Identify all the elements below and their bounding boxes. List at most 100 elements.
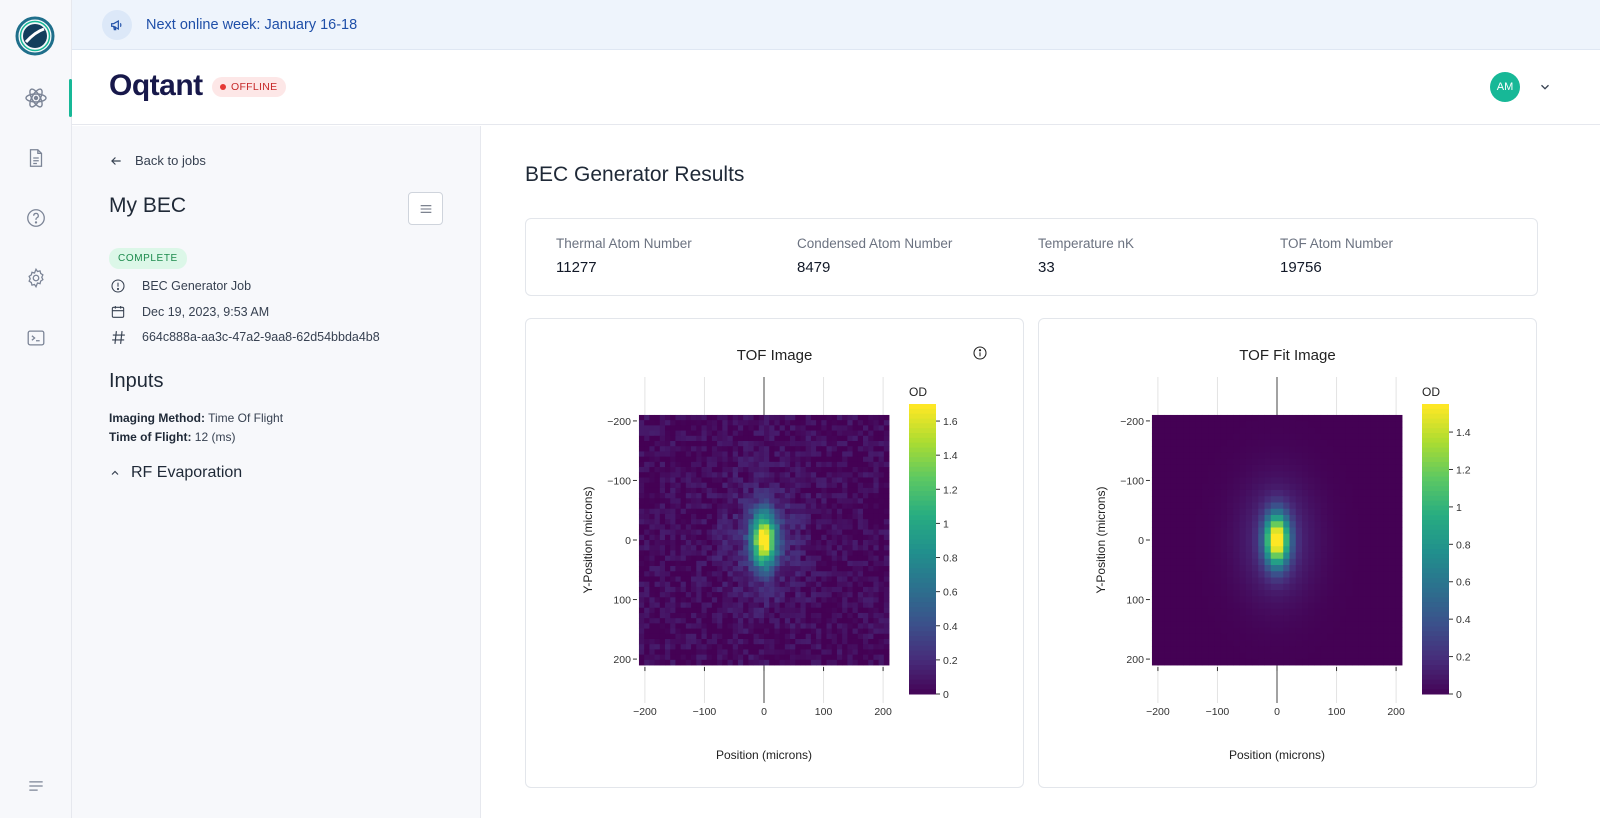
heatmap-cell	[1226, 496, 1234, 503]
heatmap-cell	[1358, 514, 1365, 522]
heatmap-cell	[1302, 640, 1309, 647]
heatmap-cell	[1395, 514, 1403, 522]
heatmap-cell	[748, 586, 754, 593]
atom-icon[interactable]	[24, 86, 48, 110]
heatmap-cell	[1208, 646, 1215, 653]
heatmap-cell	[857, 435, 864, 442]
heatmap-cell	[847, 545, 853, 551]
heatmap-cell	[1258, 640, 1265, 647]
heatmap-cell	[717, 566, 723, 572]
document-icon[interactable]	[24, 146, 48, 170]
job-id[interactable]: 664c888a-aa3c-47a2-9aa8-62d54bbda4b8	[142, 330, 380, 344]
heatmap-cell	[1264, 540, 1272, 547]
heatmap-cell	[680, 659, 687, 666]
collapse-menu-icon[interactable]	[24, 774, 48, 798]
colorbar-segment	[1422, 442, 1449, 448]
heatmap-cell	[675, 425, 682, 431]
heatmap-cell	[1295, 621, 1303, 628]
user-avatar[interactable]: AM	[1490, 72, 1520, 102]
heatmap-cell	[1320, 565, 1328, 572]
heatmap-cell	[659, 581, 666, 588]
heatmap-cell	[1333, 608, 1340, 616]
heatmap-cell	[857, 566, 864, 572]
heatmap-cell	[706, 487, 713, 494]
heatmap-cell	[1183, 452, 1190, 460]
heatmap-cell	[821, 618, 827, 624]
heatmap-cell	[1283, 439, 1290, 447]
heatmap-cell	[675, 644, 682, 650]
heatmap-cell	[821, 555, 827, 562]
heatmap-cell	[758, 623, 765, 629]
heatmap-cell	[1201, 471, 1209, 478]
heatmap-cell	[1327, 521, 1334, 528]
heatmap-cell	[1302, 508, 1309, 516]
job-menu-button[interactable]	[408, 192, 443, 225]
heatmap-cell	[737, 623, 744, 629]
heatmap-cell	[831, 659, 838, 666]
info-icon[interactable]	[972, 345, 988, 361]
heatmap-cell	[717, 618, 723, 624]
heatmap-cell	[816, 472, 822, 478]
heatmap-cell	[1251, 458, 1259, 466]
heatmap-cell	[711, 425, 718, 431]
heatmap-cell	[1251, 540, 1259, 547]
app-logo-icon[interactable]	[15, 16, 55, 56]
heatmap-cell	[1258, 571, 1265, 578]
help-icon[interactable]	[24, 206, 48, 230]
heatmap-cell	[670, 560, 676, 567]
heatmap-cell	[732, 654, 739, 661]
heatmap-cell	[727, 472, 734, 478]
heatmap-cell	[1352, 640, 1359, 647]
heatmap-cell	[1220, 658, 1228, 666]
colorbar-tick-label: 0.2	[1456, 652, 1471, 664]
heatmap-cell	[706, 628, 713, 635]
heatmap-cell	[1314, 446, 1322, 453]
heatmap-cell	[831, 529, 838, 536]
heatmap-cell	[1239, 458, 1247, 466]
heatmap-cell	[722, 659, 728, 666]
back-to-jobs-link[interactable]: Back to jobs	[109, 153, 206, 168]
heatmap-cell	[1258, 583, 1265, 591]
heatmap-cell	[883, 498, 890, 504]
heatmap-cell	[696, 566, 702, 572]
heatmap-cell	[748, 456, 754, 463]
settings-icon[interactable]	[24, 266, 48, 290]
heatmap-cell	[670, 618, 676, 624]
heatmap-cell	[873, 534, 880, 541]
heatmap-cell	[1277, 527, 1284, 535]
heatmap-cell	[717, 420, 723, 426]
heatmap-cell	[680, 576, 687, 583]
heatmap-cell	[1195, 477, 1203, 485]
heatmap-cell	[790, 649, 796, 656]
heatmap-cell	[701, 571, 708, 577]
heatmap-cell	[1220, 439, 1228, 447]
brand-logo[interactable]: Oqtant	[109, 69, 203, 102]
heatmap-cell	[1270, 602, 1278, 610]
heatmap-cell	[1251, 496, 1259, 503]
heatmap-cell	[1201, 439, 1209, 447]
heatmap-cell	[842, 482, 848, 489]
heatmap-cell	[1314, 514, 1322, 522]
heatmap-cell	[1364, 602, 1372, 610]
heatmap-cell	[821, 441, 827, 447]
heatmap-cell	[1370, 602, 1378, 610]
heatmap-cell	[1339, 640, 1347, 647]
heatmap-cell	[810, 508, 817, 515]
colorbar-segment	[1422, 684, 1449, 690]
announcement-text[interactable]: Next online week: January 16-18	[146, 16, 358, 33]
heatmap-cell	[883, 597, 890, 603]
heatmap-cell	[764, 446, 770, 452]
heatmap-cell	[1176, 652, 1184, 660]
heatmap-cell	[1345, 596, 1353, 603]
rf-evaporation-toggle[interactable]: RF Evaporation	[109, 464, 242, 482]
heatmap-cell	[816, 628, 822, 635]
terminal-icon[interactable]	[24, 326, 48, 350]
heatmap-cell	[1170, 496, 1178, 503]
heatmap-cell	[711, 477, 718, 484]
heatmap-cell	[1364, 521, 1372, 528]
heatmap-cell	[805, 540, 812, 546]
heatmap-cell	[1370, 652, 1378, 660]
chevron-down-icon[interactable]	[1538, 80, 1552, 94]
